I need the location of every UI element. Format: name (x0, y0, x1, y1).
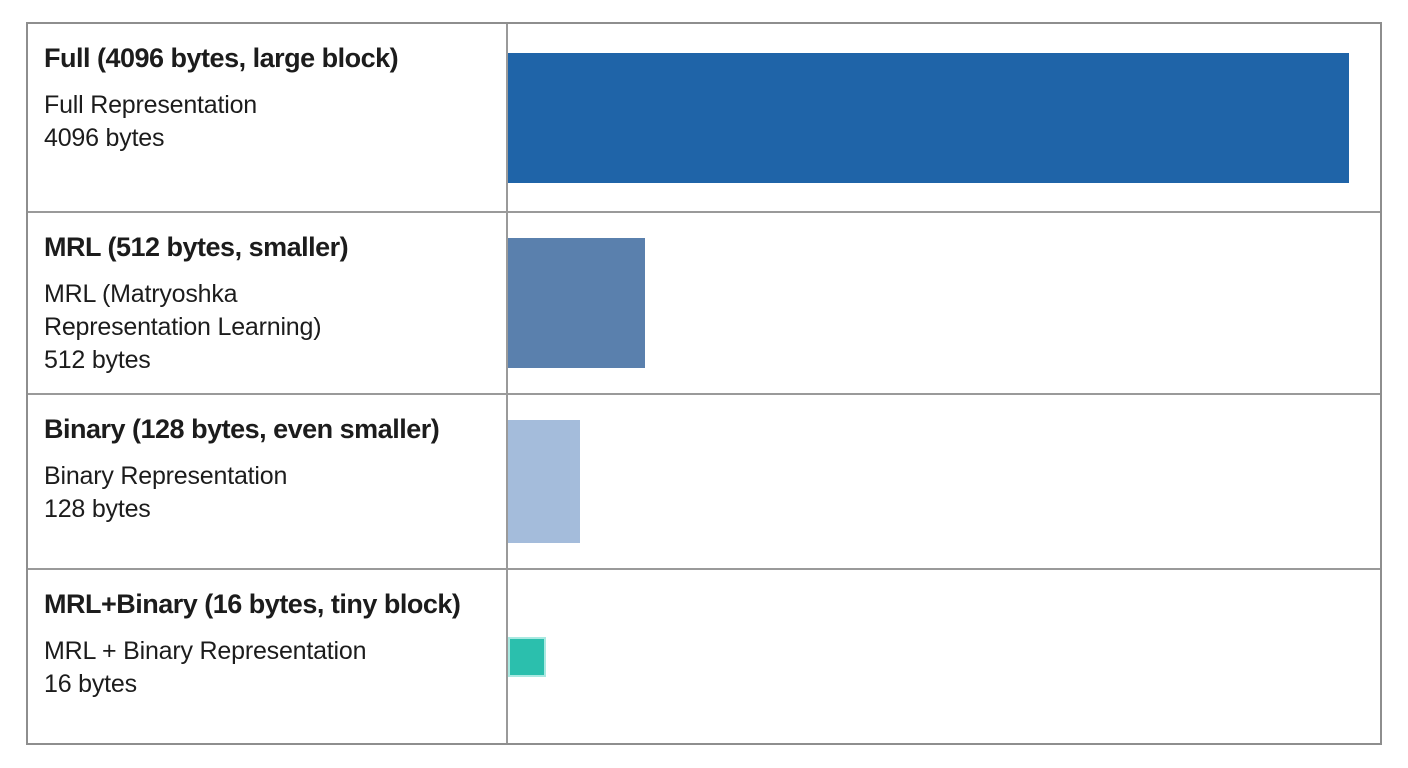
row-description-line: MRL + Binary Representation (44, 637, 367, 666)
row-description-line: MRL (Matryoshka Representation Learning) (44, 280, 322, 342)
row-bar-cell (508, 570, 1380, 743)
row-label-cell: Binary (128 bytes, even smaller) Binary … (28, 395, 508, 568)
table-row-binary: Binary (128 bytes, even smaller) Binary … (28, 393, 1380, 568)
embedding-size-table: Full (4096 bytes, large block) Full Repr… (26, 22, 1382, 745)
size-block-binary (508, 420, 580, 543)
row-description-line: 128 bytes (44, 495, 151, 524)
row-heading: MRL (512 bytes, smaller) (44, 232, 349, 262)
row-description-line: 4096 bytes (44, 124, 165, 153)
row-heading: Binary (128 bytes, even smaller) (44, 414, 440, 444)
row-bar-cell (508, 213, 1380, 393)
row-label-cell: Full (4096 bytes, large block) Full Repr… (28, 24, 508, 211)
table-row-full: Full (4096 bytes, large block) Full Repr… (28, 24, 1380, 211)
size-block-full (508, 52, 1349, 183)
row-label-cell: MRL+Binary (16 bytes, tiny block) MRL + … (28, 570, 508, 743)
row-bar-cell (508, 24, 1380, 211)
table-row-mrl-binary: MRL+Binary (16 bytes, tiny block) MRL + … (28, 568, 1380, 743)
row-description: MRL (Matryoshka Representation Learning)… (44, 278, 392, 377)
row-description-line: 16 bytes (44, 670, 137, 699)
size-block-mrl (508, 238, 645, 368)
table-row-mrl: MRL (512 bytes, smaller) MRL (Matryoshka… (28, 211, 1380, 393)
row-heading: MRL+Binary (16 bytes, tiny block) (44, 589, 461, 619)
row-label-cell: MRL (512 bytes, smaller) MRL (Matryoshka… (28, 213, 508, 393)
row-bar-cell (508, 395, 1380, 568)
row-description: Full Representation 4096 bytes (44, 89, 392, 155)
row-description-line: 512 bytes (44, 346, 151, 375)
row-description-line: Full Representation (44, 91, 257, 120)
size-block-mrl-binary (508, 636, 546, 677)
row-description: Binary Representation 128 bytes (44, 460, 392, 526)
row-heading: Full (4096 bytes, large block) (44, 43, 399, 73)
row-description: MRL + Binary Representation 16 bytes (44, 635, 392, 701)
row-description-line: Binary Representation (44, 462, 288, 491)
